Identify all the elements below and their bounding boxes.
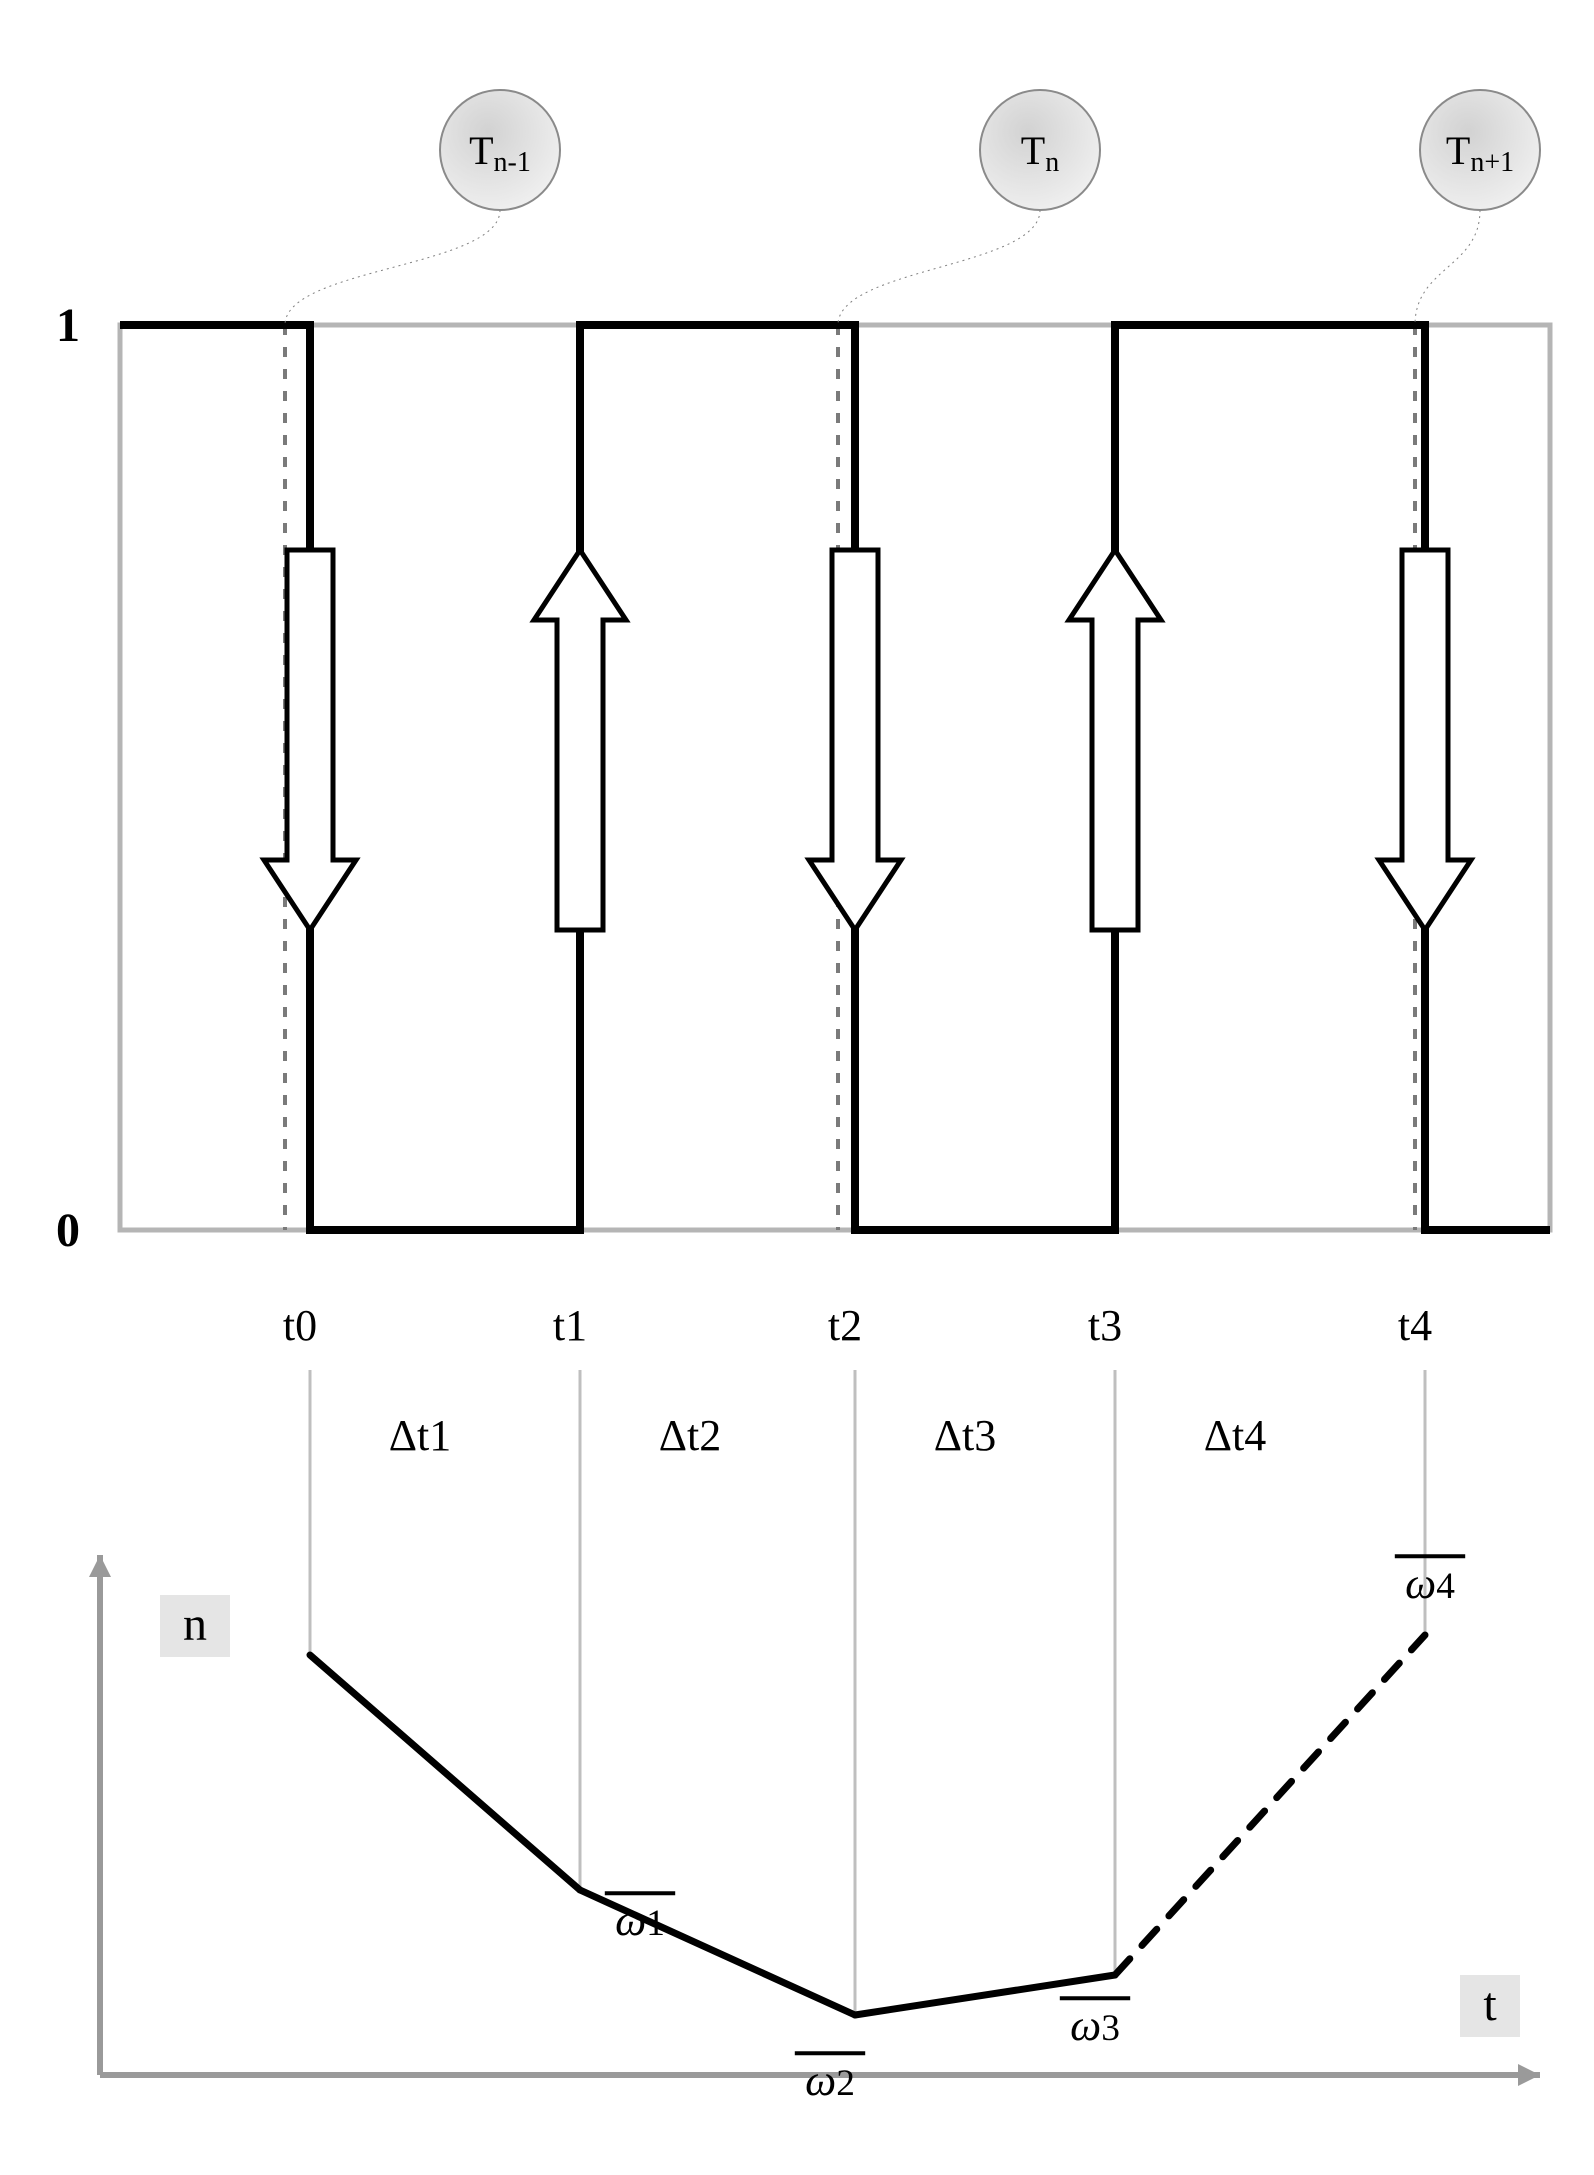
edge-arrow-0: [264, 550, 356, 930]
series-seg-0: [310, 1655, 580, 1890]
y-label-low: 0: [56, 1204, 80, 1257]
diagram-svg: 10Tn-1TnTn+1t0t1t2t3t4Δt1Δt2Δt3Δt4ntω1ω2…: [0, 0, 1594, 2175]
omega-label-1: ω2: [795, 2053, 865, 2105]
edge-arrow-1: [534, 550, 626, 930]
edge-arrow-3: [1069, 550, 1161, 930]
callout-leader-1: [838, 210, 1040, 325]
time-label-1: t1: [553, 1301, 587, 1350]
series-seg-3: [1115, 1635, 1425, 1975]
axis-x-arrow: [1518, 2064, 1540, 2086]
interval-label-2: Δt3: [934, 1411, 997, 1460]
interval-label-1: Δt2: [659, 1411, 722, 1460]
svg-text:ω1: ω1: [615, 1896, 665, 1945]
y-label-high: 1: [56, 299, 80, 352]
axis-y-arrow: [89, 1555, 111, 1577]
interval-label-3: Δt4: [1204, 1411, 1267, 1460]
svg-text:ω4: ω4: [1405, 1559, 1455, 1608]
time-label-0: t0: [283, 1301, 317, 1350]
callout-leader-2: [1415, 210, 1480, 325]
omega-label-2: ω3: [1060, 1998, 1130, 2050]
omega-label-3: ω4: [1395, 1556, 1465, 1608]
edge-arrow-2: [809, 550, 901, 930]
axis-label-t: t: [1483, 1978, 1497, 2031]
interval-label-0: Δt1: [389, 1411, 452, 1460]
callout-leader-0: [285, 210, 500, 325]
edge-arrow-4: [1379, 550, 1471, 930]
diagram-root: 10Tn-1TnTn+1t0t1t2t3t4Δt1Δt2Δt3Δt4ntω1ω2…: [0, 0, 1594, 2175]
omega-label-0: ω1: [605, 1893, 675, 1945]
svg-text:ω2: ω2: [805, 2056, 855, 2105]
time-label-2: t2: [828, 1301, 862, 1350]
axis-label-n: n: [183, 1598, 207, 1651]
time-label-3: t3: [1088, 1301, 1122, 1350]
time-label-4: t4: [1398, 1301, 1432, 1350]
svg-text:ω3: ω3: [1070, 2001, 1120, 2050]
